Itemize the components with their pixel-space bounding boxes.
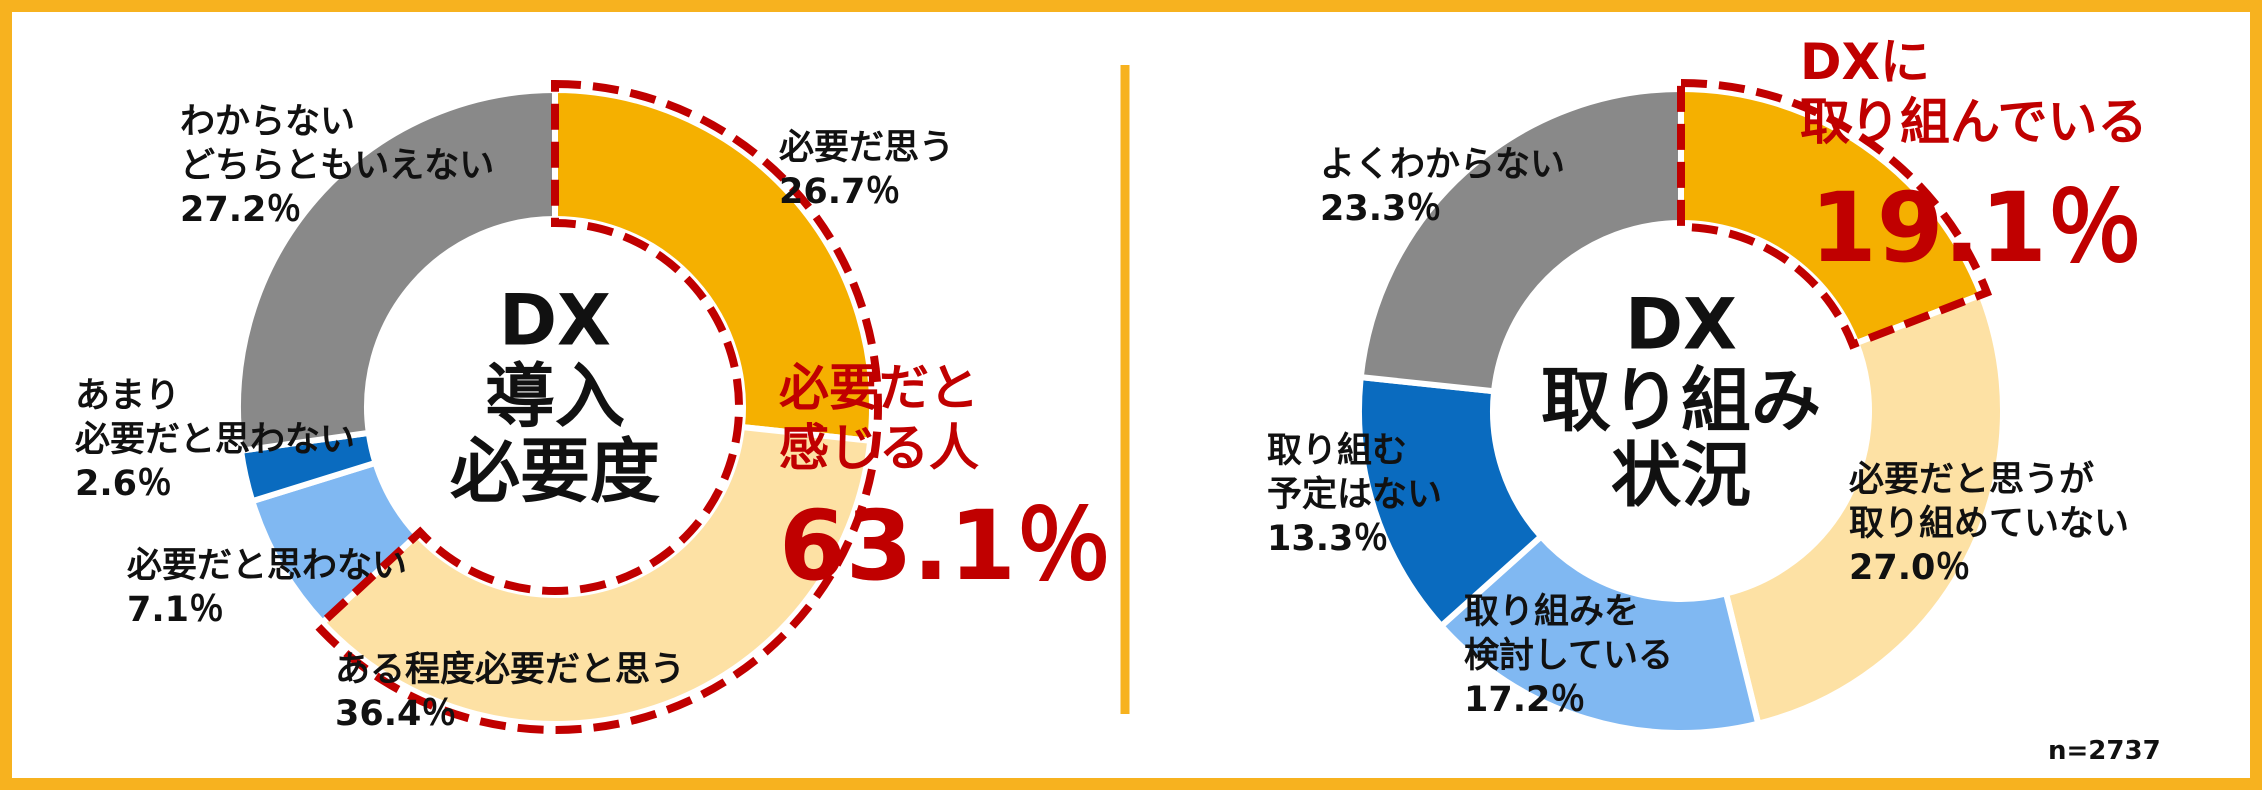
donut-slice <box>552 86 875 445</box>
value-label: 27.2％ <box>180 189 302 230</box>
donut-slice <box>235 86 558 455</box>
sample-size: n=2737 <box>2048 736 2161 766</box>
slice-label: 取り組む 予定はない 13.3％ <box>1267 430 1442 561</box>
value-label: 26.7％ <box>779 171 901 212</box>
highlight-value: 19.1％ <box>1810 172 2143 284</box>
value-label: 27.0％ <box>1849 547 1971 588</box>
slice-label: ある程度必要だと思う 36.4％ <box>335 649 685 737</box>
donut-slice <box>1356 373 1546 631</box>
category-label: 取り組む 予定はない <box>1267 431 1443 515</box>
category-label: 必要だと思うが 取り組めていない <box>1849 460 2130 544</box>
slice-label: わからない どちらともいえない 27.2％ <box>180 101 494 232</box>
highlight-label: 必要だと 感じる人 <box>779 359 979 477</box>
center-label: DX 取り組み 状況 <box>1541 283 1821 517</box>
highlight-outline <box>1677 78 1993 350</box>
category-label: 必要だ思う <box>779 128 955 168</box>
category-label: 取り組みを 検討している <box>1464 592 1673 676</box>
slice-label: あまり 必要だと思わない 2.6％ <box>75 375 355 506</box>
value-label: 36.4％ <box>335 693 457 734</box>
slice-label: 取り組みを 検討している 17.2％ <box>1464 591 1673 722</box>
slice-label: よくわからない 23.3％ <box>1320 144 1565 232</box>
category-label: わからない どちらともいえない <box>180 102 495 186</box>
category-label: ある程度必要だと思う <box>335 650 686 690</box>
donut-slice <box>1357 85 1684 395</box>
category-label: 必要だと思わない <box>127 546 408 586</box>
highlight-label: DXに 取り組んでいる <box>1800 33 2148 151</box>
slice-label: 必要だ思う 26.7％ <box>779 127 954 215</box>
charts <box>235 65 2007 736</box>
value-label: 13.3％ <box>1267 518 1389 559</box>
center-label: DX 導入 必要度 <box>450 279 660 513</box>
value-label: 2.6％ <box>75 463 173 504</box>
donut-slice <box>1722 290 2007 728</box>
slice-label: 必要だと思うが 取り組めていない 27.0％ <box>1849 459 2129 590</box>
value-label: 17.2％ <box>1464 679 1586 720</box>
category-label: よくわからない <box>1320 145 1566 185</box>
value-label: 23.3％ <box>1320 188 1442 229</box>
slice-label: 必要だと思わない 7.1％ <box>127 545 407 633</box>
highlight-outline <box>312 79 882 734</box>
highlight-value: 63.1％ <box>779 490 1112 602</box>
value-label: 7.1％ <box>127 589 225 630</box>
donut-slice <box>1437 532 1762 736</box>
category-label: あまり 必要だと思わない <box>75 376 356 460</box>
